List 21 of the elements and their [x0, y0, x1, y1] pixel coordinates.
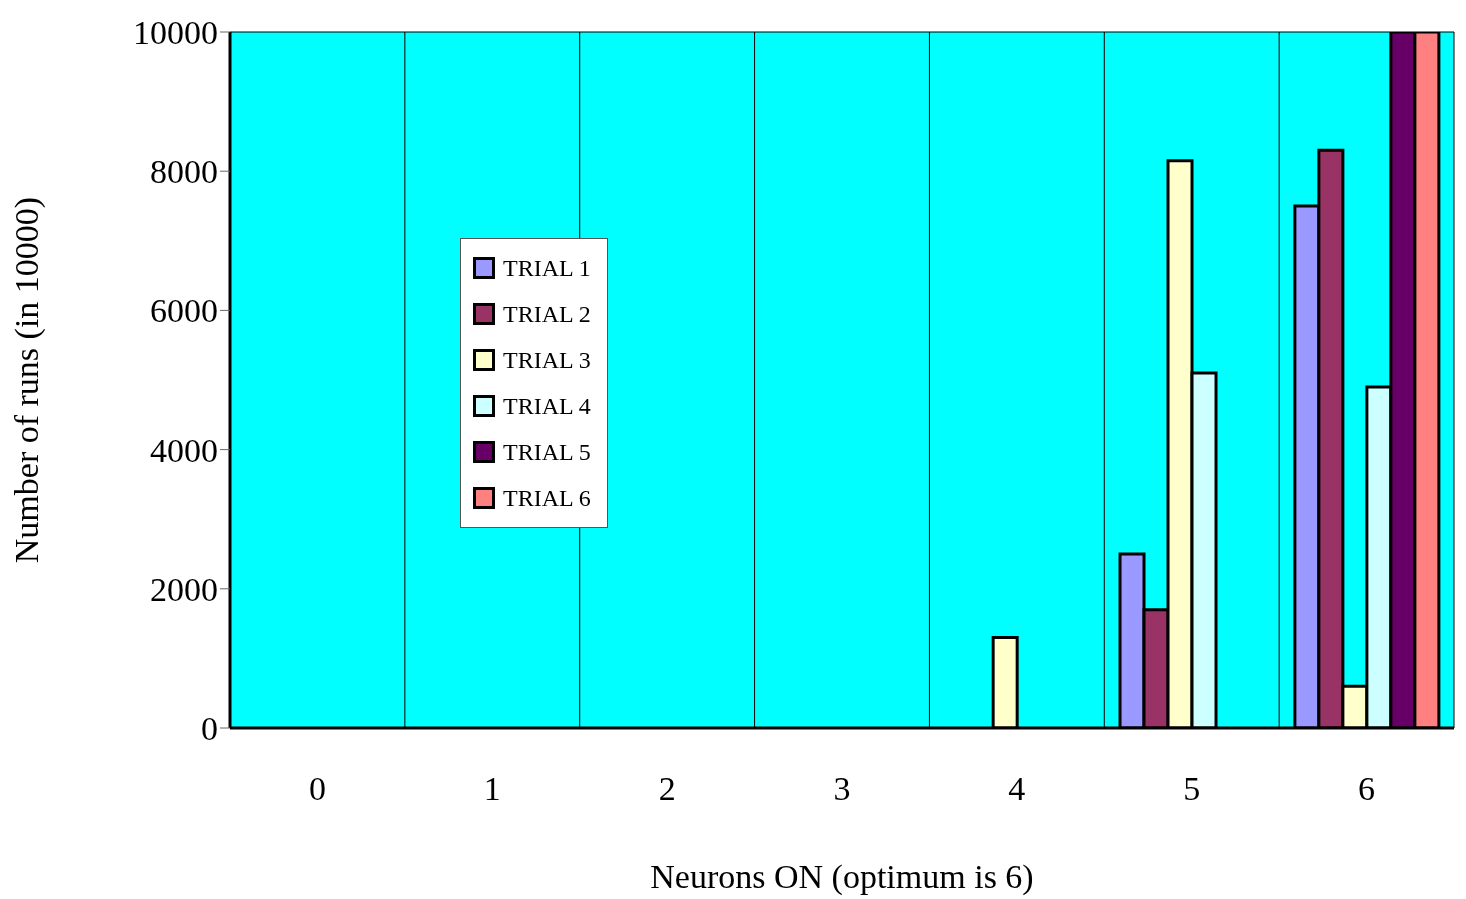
legend-label: TRIAL 6: [503, 484, 591, 512]
x-axis-title: Neurons ON (optimum is 6): [650, 858, 1034, 896]
x-tick-label: 2: [658, 770, 676, 808]
x-tick-label: 0: [308, 770, 326, 808]
x-tick-label: 3: [833, 770, 851, 808]
y-tick-label: 6000: [150, 292, 218, 330]
x-tick-label: 6: [1358, 770, 1376, 808]
x-tick-label: 4: [1008, 770, 1026, 808]
legend-label: TRIAL 3: [503, 346, 591, 374]
y-axis-title: Number of runs (in 10000): [8, 196, 47, 564]
legend-label: TRIAL 5: [503, 438, 591, 466]
y-tick-label: 4000: [150, 431, 218, 469]
legend-label: TRIAL 2: [503, 300, 591, 328]
y-tick-label: 2000: [150, 570, 218, 608]
x-tick-label: 5: [1183, 770, 1201, 808]
y-tick-label: 0: [201, 710, 218, 748]
legend-label: TRIAL 1: [503, 254, 591, 282]
y-tick-label: 10000: [133, 14, 218, 52]
x-tick-label: 1: [483, 770, 501, 808]
y-tick-label: 8000: [150, 153, 218, 191]
legend-label: TRIAL 4: [503, 392, 591, 420]
